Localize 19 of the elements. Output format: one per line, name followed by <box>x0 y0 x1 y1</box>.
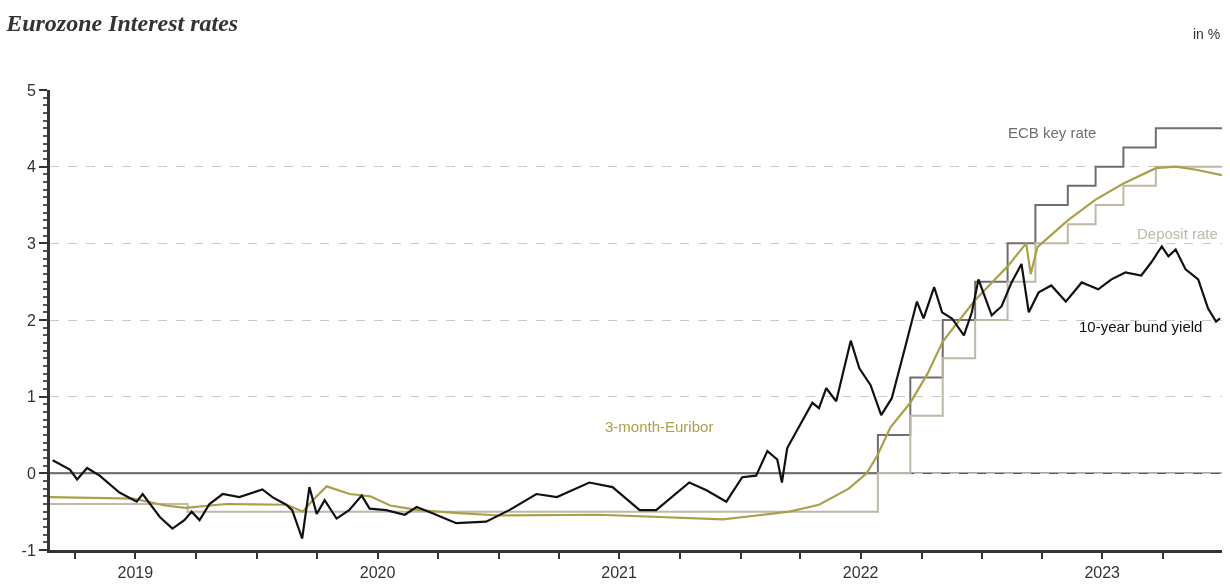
x-tick-label: 2021 <box>601 564 638 582</box>
y-tick-label: 3 <box>26 234 36 252</box>
y-axis-title: in % <box>1193 26 1221 42</box>
x-tick-label: 2019 <box>117 564 154 582</box>
line-series <box>51 245 1222 540</box>
y-tick-label: -1 <box>21 541 36 559</box>
y-tick-label: 1 <box>26 388 36 406</box>
x-tick-label: 2022 <box>842 564 879 582</box>
y-tick-label: 4 <box>26 158 36 176</box>
series-label: 10-year bund yield <box>1079 318 1203 335</box>
x-tick-label: 2020 <box>359 564 396 582</box>
y-tick-label: 2 <box>26 311 36 329</box>
y-tick-label: 0 <box>26 464 36 482</box>
series-label: ECB key rate <box>1008 124 1097 141</box>
x-tick-label: 2023 <box>1084 564 1121 582</box>
y-tick-label: 5 <box>26 81 36 99</box>
series-label: Deposit rate <box>1137 225 1218 242</box>
chart-title: Eurozone Interest rates <box>5 10 239 37</box>
text: 3-month-Euribor <box>605 418 714 435</box>
